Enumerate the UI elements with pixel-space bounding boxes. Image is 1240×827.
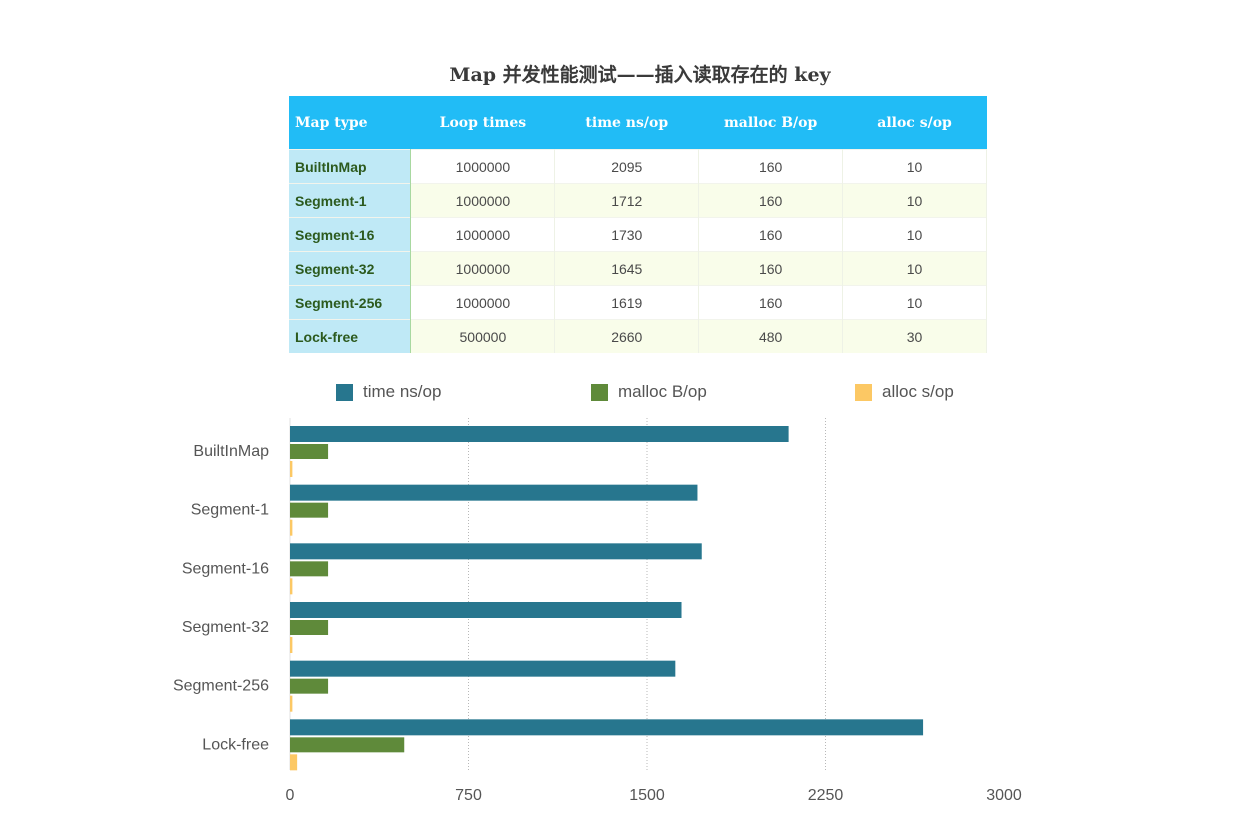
bar-alloc-s-op bbox=[290, 695, 293, 712]
cell-loop-times: 500000 bbox=[410, 319, 556, 353]
x-tick-label: 750 bbox=[455, 787, 482, 804]
bar-malloc-b-op bbox=[290, 561, 329, 577]
chart-legend: time ns/op malloc B/op alloc s/op bbox=[0, 382, 1240, 406]
bar-alloc-s-op bbox=[290, 461, 293, 477]
x-tick-label: 3000 bbox=[986, 787, 1022, 804]
row-map-type: Segment-256 bbox=[289, 285, 412, 320]
table-row: Segment-32 1000000 1645 160 10 bbox=[289, 251, 987, 286]
chart-title: Map 并发性能测试——插入读取存在的 key bbox=[449, 64, 831, 86]
cell-malloc: 480 bbox=[698, 319, 844, 353]
x-tick-label: 2250 bbox=[808, 787, 844, 804]
x-tick-label: 0 bbox=[286, 787, 295, 804]
cell-time: 1712 bbox=[554, 183, 700, 218]
legend-swatch-alloc bbox=[855, 383, 872, 401]
bar-time-ns-op bbox=[290, 660, 676, 677]
cell-malloc: 160 bbox=[698, 217, 844, 252]
cell-malloc: 160 bbox=[698, 149, 844, 184]
bar-time-ns-op bbox=[290, 543, 702, 560]
table-row: Segment-1 1000000 1712 160 10 bbox=[289, 183, 987, 218]
x-tick-label: 1500 bbox=[629, 787, 665, 804]
bar-malloc-b-op bbox=[290, 620, 329, 635]
legend-swatch-malloc bbox=[591, 383, 608, 401]
bar-time-ns-op bbox=[290, 719, 924, 736]
bar-malloc-b-op bbox=[290, 678, 329, 694]
cell-malloc: 160 bbox=[698, 285, 844, 320]
y-category-label: BuiltInMap bbox=[193, 443, 269, 460]
cell-alloc: 10 bbox=[842, 183, 987, 218]
cell-malloc: 160 bbox=[698, 251, 844, 286]
legend-label-malloc: malloc B/op bbox=[618, 382, 707, 401]
table-row: Segment-256 1000000 1619 160 10 bbox=[289, 285, 987, 320]
cell-loop-times: 1000000 bbox=[410, 183, 556, 218]
y-category-label: Segment-16 bbox=[182, 560, 269, 577]
cell-time: 1730 bbox=[554, 217, 700, 252]
cell-time: 2660 bbox=[554, 319, 700, 353]
cell-alloc: 10 bbox=[842, 149, 987, 184]
legend-label-time: time ns/op bbox=[363, 382, 442, 401]
bar-malloc-b-op bbox=[290, 444, 329, 459]
cell-malloc: 160 bbox=[698, 183, 844, 218]
legend-item-alloc: alloc s/op bbox=[855, 382, 954, 402]
table-header-row: Map type Loop times time ns/op malloc B/… bbox=[289, 96, 987, 150]
cell-alloc: 10 bbox=[842, 285, 987, 320]
bar-alloc-s-op bbox=[290, 637, 293, 653]
row-map-type: Segment-1 bbox=[289, 183, 412, 218]
bar-malloc-b-op bbox=[290, 502, 329, 518]
cell-time: 1645 bbox=[554, 251, 700, 286]
cell-loop-times: 1000000 bbox=[410, 217, 556, 252]
table-row: Segment-16 1000000 1730 160 10 bbox=[289, 217, 987, 252]
y-category-label: Lock-free bbox=[202, 736, 269, 753]
header-time: time ns/op bbox=[554, 96, 699, 150]
bar-alloc-s-op bbox=[290, 578, 293, 595]
row-map-type: Segment-32 bbox=[289, 251, 412, 286]
bar-malloc-b-op bbox=[290, 737, 405, 753]
header-malloc: malloc B/op bbox=[698, 96, 843, 150]
legend-label-alloc: alloc s/op bbox=[882, 382, 954, 401]
table-row: Lock-free 500000 2660 480 30 bbox=[289, 319, 987, 353]
y-category-label: Segment-1 bbox=[191, 502, 269, 519]
y-category-label: Segment-256 bbox=[173, 678, 269, 695]
bar-alloc-s-op bbox=[290, 754, 298, 771]
bar-time-ns-op bbox=[290, 484, 698, 501]
legend-item-malloc: malloc B/op bbox=[591, 382, 707, 402]
table-row: BuiltInMap 1000000 2095 160 10 bbox=[289, 149, 987, 184]
bar-alloc-s-op bbox=[290, 519, 293, 536]
header-alloc: alloc s/op bbox=[842, 96, 987, 150]
row-map-type: Lock-free bbox=[289, 319, 412, 353]
row-map-type: Segment-16 bbox=[289, 217, 412, 252]
legend-swatch-time bbox=[336, 383, 353, 401]
cell-alloc: 10 bbox=[842, 217, 987, 252]
cell-alloc: 10 bbox=[842, 251, 987, 286]
cell-alloc: 30 bbox=[842, 319, 987, 353]
legend-item-time: time ns/op bbox=[336, 382, 441, 402]
header-map-type: Map type bbox=[289, 96, 411, 150]
bar-time-ns-op bbox=[290, 602, 682, 618]
cell-loop-times: 1000000 bbox=[410, 149, 556, 184]
cell-time: 1619 bbox=[554, 285, 700, 320]
cell-loop-times: 1000000 bbox=[410, 251, 556, 286]
y-category-label: Segment-32 bbox=[182, 619, 269, 636]
results-table: Map type Loop times time ns/op malloc B/… bbox=[289, 96, 987, 353]
row-map-type: BuiltInMap bbox=[289, 149, 412, 184]
cell-loop-times: 1000000 bbox=[410, 285, 556, 320]
bar-time-ns-op bbox=[290, 426, 789, 442]
cell-time: 2095 bbox=[554, 149, 700, 184]
header-loop-times: Loop times bbox=[410, 96, 555, 150]
